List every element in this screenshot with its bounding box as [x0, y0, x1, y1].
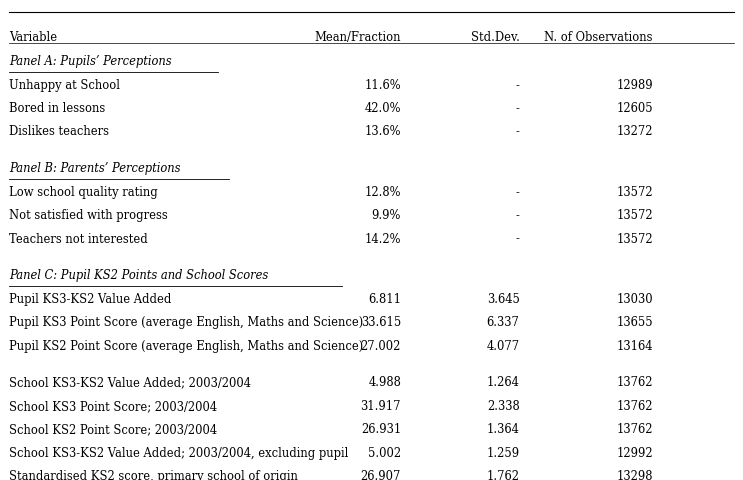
Text: 11.6%: 11.6% [365, 79, 401, 92]
Text: 1.259: 1.259 [487, 445, 519, 458]
Text: Standardised KS2 score, primary school of origin: Standardised KS2 score, primary school o… [9, 469, 298, 480]
Text: Pupil KS2 Point Score (average English, Maths and Science): Pupil KS2 Point Score (average English, … [9, 339, 363, 352]
Text: 26.907: 26.907 [361, 469, 401, 480]
Text: 12.8%: 12.8% [365, 185, 401, 198]
Text: School KS3-KS2 Value Added; 2003/2004, excluding pupil: School KS3-KS2 Value Added; 2003/2004, e… [9, 445, 348, 458]
Text: Pupil KS3-KS2 Value Added: Pupil KS3-KS2 Value Added [9, 292, 171, 305]
Text: Panel C: Pupil KS2 Points and School Scores: Panel C: Pupil KS2 Points and School Sco… [9, 269, 268, 282]
Text: N. of Observations: N. of Observations [545, 31, 653, 44]
Text: 3.645: 3.645 [487, 292, 519, 305]
Text: 4.077: 4.077 [487, 339, 519, 352]
Text: Panel B: Parents’ Perceptions: Panel B: Parents’ Perceptions [9, 162, 181, 175]
Text: -: - [516, 209, 519, 222]
Text: Bored in lessons: Bored in lessons [9, 102, 105, 115]
Text: 12605: 12605 [616, 102, 653, 115]
Text: Not satisfied with progress: Not satisfied with progress [9, 209, 167, 222]
Text: 6.337: 6.337 [487, 315, 519, 328]
Text: School KS2 Point Score; 2003/2004: School KS2 Point Score; 2003/2004 [9, 422, 217, 435]
Text: 14.2%: 14.2% [365, 232, 401, 245]
Text: -: - [516, 185, 519, 198]
Text: 13164: 13164 [616, 339, 653, 352]
Text: Pupil KS3 Point Score (average English, Maths and Science): Pupil KS3 Point Score (average English, … [9, 315, 363, 328]
Text: Teachers not interested: Teachers not interested [9, 232, 148, 245]
Text: 13572: 13572 [616, 232, 653, 245]
Text: Variable: Variable [9, 31, 57, 44]
Text: Low school quality rating: Low school quality rating [9, 185, 158, 198]
Text: 42.0%: 42.0% [365, 102, 401, 115]
Text: -: - [516, 125, 519, 138]
Text: 13762: 13762 [616, 399, 653, 412]
Text: 1.762: 1.762 [487, 469, 519, 480]
Text: -: - [516, 102, 519, 115]
Text: Dislikes teachers: Dislikes teachers [9, 125, 108, 138]
Text: School KS3-KS2 Value Added; 2003/2004: School KS3-KS2 Value Added; 2003/2004 [9, 376, 251, 389]
Text: 1.364: 1.364 [487, 422, 519, 435]
Text: 13572: 13572 [616, 209, 653, 222]
Text: 13572: 13572 [616, 185, 653, 198]
Text: -: - [516, 232, 519, 245]
Text: School KS3 Point Score; 2003/2004: School KS3 Point Score; 2003/2004 [9, 399, 217, 412]
Text: 26.931: 26.931 [361, 422, 401, 435]
Text: 5.002: 5.002 [368, 445, 401, 458]
Text: 27.002: 27.002 [361, 339, 401, 352]
Text: 9.9%: 9.9% [372, 209, 401, 222]
Text: 13.6%: 13.6% [365, 125, 401, 138]
Text: 12992: 12992 [616, 445, 653, 458]
Text: 6.811: 6.811 [368, 292, 401, 305]
Text: 2.338: 2.338 [487, 399, 519, 412]
Text: Panel A: Pupils’ Perceptions: Panel A: Pupils’ Perceptions [9, 55, 172, 68]
Text: 33.615: 33.615 [361, 315, 401, 328]
Text: 31.917: 31.917 [360, 399, 401, 412]
Text: 13762: 13762 [616, 422, 653, 435]
Text: Mean/Fraction: Mean/Fraction [314, 31, 401, 44]
Text: 13030: 13030 [616, 292, 653, 305]
Text: Std.Dev.: Std.Dev. [470, 31, 519, 44]
Text: 4.988: 4.988 [369, 376, 401, 389]
Text: 12989: 12989 [616, 79, 653, 92]
Text: 13655: 13655 [616, 315, 653, 328]
Text: 13272: 13272 [616, 125, 653, 138]
Text: 1.264: 1.264 [487, 376, 519, 389]
Text: Unhappy at School: Unhappy at School [9, 79, 120, 92]
Text: 13298: 13298 [616, 469, 653, 480]
Text: 13762: 13762 [616, 376, 653, 389]
Text: -: - [516, 79, 519, 92]
